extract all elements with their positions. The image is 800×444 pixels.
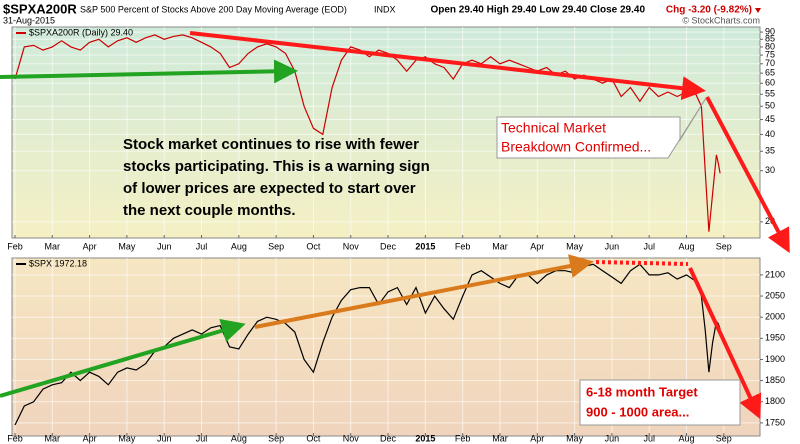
x-tick-label: Feb: [7, 433, 23, 443]
x-tick-label: Mar: [45, 433, 61, 443]
callout-text: Technical Market: [501, 120, 606, 136]
x-tick-label: Jun: [157, 241, 172, 251]
y-tick-label: 1950: [765, 333, 785, 343]
x-tick-label: Sep: [716, 241, 732, 251]
y-tick-label: 1900: [765, 354, 785, 364]
x-tick-label: Jul: [643, 241, 655, 251]
commentary: stocks participating. This is a warning …: [123, 158, 430, 175]
legend-label: $SPX 1972.18: [29, 258, 87, 268]
x-tick-label: Aug: [231, 433, 247, 443]
x-tick-label: Aug: [678, 433, 694, 443]
x-tick-label: Apr: [83, 433, 97, 443]
down-icon: [755, 8, 761, 13]
y-tick-label: 1800: [765, 396, 785, 406]
x-tick-label: Jul: [196, 241, 208, 251]
date: 31-Aug-2015: [3, 15, 55, 25]
trend-arrow: [705, 96, 790, 254]
y-tick-label: 2000: [765, 312, 785, 322]
y-tick-label: 45: [765, 114, 775, 124]
x-tick-label: Aug: [678, 241, 694, 251]
y-tick-label: 55: [765, 89, 775, 99]
x-tick-label: 2015: [415, 433, 435, 443]
y-tick-label: 85: [765, 34, 775, 44]
x-tick-label: Apr: [530, 241, 544, 251]
y-tick-label: 50: [765, 101, 775, 111]
y-tick-label: 90: [765, 26, 775, 36]
legend-label: $SPXA200R (Daily) 29.40: [29, 27, 133, 37]
y-tick-label: 35: [765, 146, 775, 156]
x-tick-label: Oct: [306, 433, 321, 443]
x-tick-label: Sep: [268, 433, 284, 443]
y-tick-label: 75: [765, 49, 775, 59]
y-tick-label: 1850: [765, 375, 785, 385]
x-tick-label: Dec: [380, 241, 397, 251]
x-tick-label: Jun: [605, 433, 620, 443]
x-tick-label: May: [566, 241, 584, 251]
x-tick-label: Nov: [343, 241, 360, 251]
x-tick-label: Dec: [380, 433, 397, 443]
trend-arrow: [688, 267, 762, 420]
target-text: 6-18 month Target: [586, 384, 698, 399]
description: S&P 500 Percent of Stocks Above 200 Day …: [80, 4, 347, 14]
x-tick-label: Oct: [306, 241, 321, 251]
y-tick-label: 1750: [765, 417, 785, 427]
x-tick-label: May: [118, 241, 136, 251]
trend-arrow: [0, 59, 298, 84]
x-tick-label: Mar: [45, 241, 61, 251]
x-tick-label: Sep: [268, 241, 284, 251]
commentary: Stock market continues to rise with fewe…: [123, 136, 419, 153]
x-tick-label: Apr: [530, 433, 544, 443]
x-tick-label: Mar: [492, 433, 508, 443]
x-tick-label: Feb: [7, 241, 23, 251]
x-tick-label: Apr: [83, 241, 97, 251]
y-tick-label: 2100: [765, 269, 785, 279]
y-tick-label: 80: [765, 41, 775, 51]
trend-arrow: [254, 254, 594, 329]
target-box: [579, 379, 741, 426]
quote: Open 29.40 High 29.40 Low 29.40 Close 29…: [430, 5, 645, 16]
y-tick-label: 65: [765, 68, 775, 78]
x-tick-label: Jun: [605, 241, 620, 251]
y-tick-label: 60: [765, 78, 775, 88]
x-tick-label: Jun: [157, 433, 172, 443]
y-tick-label: 20: [765, 216, 775, 226]
change: Chg -3.20 (-9.82%): [666, 5, 752, 16]
symbol: $SPXA200R: [3, 1, 77, 16]
trend-arrow: [0, 319, 246, 398]
y-tick-label: 70: [765, 58, 775, 68]
commentary: the next couple months.: [123, 202, 296, 219]
y-tick-label: 30: [765, 165, 775, 175]
x-tick-label: Feb: [455, 241, 471, 251]
callout-box: [496, 97, 707, 159]
x-tick-label: Nov: [343, 433, 360, 443]
callout-text: Breakdown Confirmed...: [501, 139, 651, 155]
x-tick-label: Aug: [231, 241, 247, 251]
y-tick-label: 2050: [765, 290, 785, 300]
x-tick-label: Sep: [716, 433, 732, 443]
price-line: [14, 263, 721, 426]
copyright: © StockCharts.com: [682, 15, 760, 25]
exchange: INDX: [374, 4, 396, 14]
x-tick-label: Feb: [455, 433, 471, 443]
y-tick-label: 40: [765, 129, 775, 139]
commentary: of lower prices are expected to start ov…: [123, 180, 416, 197]
x-tick-label: 2015: [415, 241, 435, 251]
x-tick-label: May: [118, 433, 136, 443]
target-text: 900 - 1000 area...: [586, 404, 689, 419]
x-tick-label: Mar: [492, 241, 508, 251]
x-tick-label: Jul: [643, 433, 655, 443]
trend-arrow: [189, 31, 706, 101]
x-tick-label: Jul: [196, 433, 208, 443]
x-tick-label: May: [566, 433, 584, 443]
